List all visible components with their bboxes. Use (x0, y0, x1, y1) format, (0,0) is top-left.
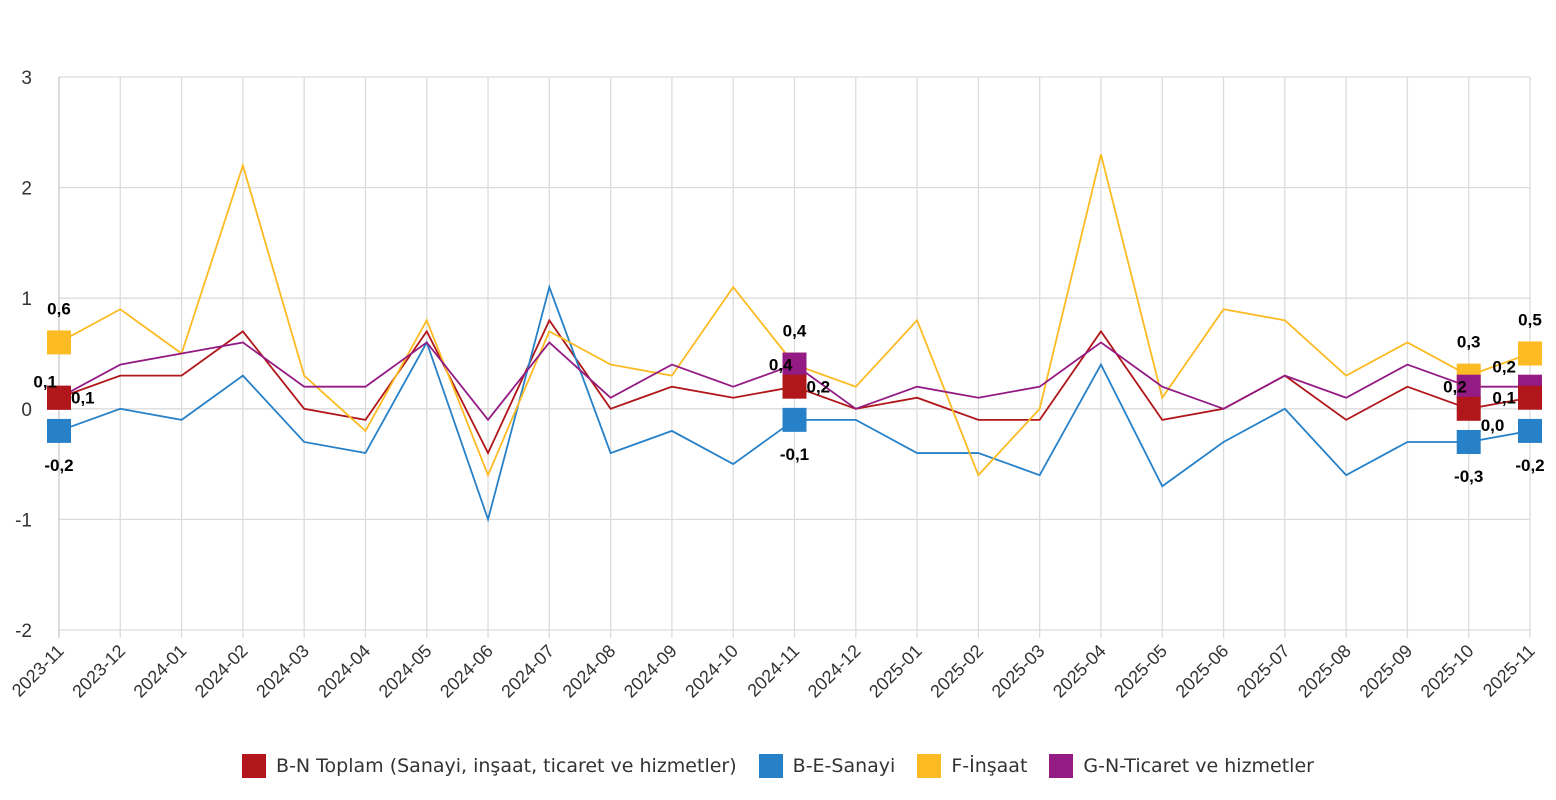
data-point-marker (1456, 429, 1481, 454)
y-tick-label: -2 (15, 621, 32, 642)
data-label: 0,4 (769, 356, 793, 375)
x-tick-label: 2024-03 (252, 641, 313, 702)
x-tick-label: 2025-10 (1417, 641, 1478, 702)
x-tick-label: 2025-01 (865, 641, 926, 702)
data-label: 0,6 (47, 299, 71, 318)
data-label: -0,2 (44, 456, 73, 475)
data-point-marker (782, 352, 807, 377)
x-tick-label: 2025-03 (988, 641, 1049, 702)
y-tick-label: 0 (21, 400, 32, 421)
x-tick-label: 2024-06 (436, 641, 497, 702)
y-tick-label: 3 (21, 68, 32, 89)
legend-swatch (1049, 754, 1074, 778)
x-tick-label: 2024-08 (559, 641, 620, 702)
legend-label: B-E-Sanayi (792, 755, 896, 777)
data-label: 0,3 (1457, 333, 1481, 352)
x-tick-label: 2025-07 (1233, 641, 1294, 702)
legend-item-be-sanayi[interactable]: B-E-Sanayi (758, 754, 896, 778)
legend-item-gn-ticaret[interactable]: G-N-Ticaret ve hizmetler (1049, 754, 1314, 778)
y-tick-label: -1 (15, 510, 32, 531)
x-tick-label: 2024-07 (497, 641, 558, 702)
x-tick-label: 2025-08 (1294, 641, 1355, 702)
legend-swatch (758, 754, 783, 778)
data-label: 0,5 (1518, 311, 1542, 330)
data-point-marker (782, 407, 807, 432)
legend-item-f-insaat[interactable]: F-İnşaat (917, 754, 1027, 778)
x-tick-label: 2025-11 (1479, 641, 1539, 701)
data-point-marker (782, 374, 807, 399)
legend-label: F-İnşaat (951, 755, 1028, 777)
legend-item-bn-toplam[interactable]: B-N Toplam (Sanayi, inşaat, ticaret ve h… (242, 754, 737, 778)
data-point-marker (1456, 374, 1481, 399)
data-point-marker (47, 418, 71, 443)
x-tick-label: 2023-12 (68, 641, 129, 702)
x-tick-label: 2024-12 (804, 641, 865, 702)
data-point-marker (1518, 418, 1542, 443)
data-label: 0,4 (783, 322, 807, 341)
data-point-marker (1518, 341, 1542, 366)
data-label: 0,2 (1492, 358, 1516, 377)
x-tick-label: 2024-09 (620, 641, 681, 702)
x-tick-label: 2025-06 (1172, 641, 1233, 702)
data-label: 0,1 (1492, 389, 1516, 408)
x-tick-label: 2023-11 (8, 641, 68, 701)
data-label: 0,1 (33, 373, 57, 392)
data-label: -0,1 (780, 445, 809, 464)
legend: B-N Toplam (Sanayi, inşaat, ticaret ve h… (0, 754, 1556, 778)
legend-label: G-N-Ticaret ve hizmetler (1083, 755, 1314, 777)
x-tick-label: 2024-11 (743, 641, 803, 701)
y-tick-label: 1 (21, 289, 32, 310)
data-label: -0,3 (1454, 467, 1483, 486)
x-tick-label: 2025-09 (1355, 641, 1416, 702)
x-tick-label: 2025-04 (1049, 641, 1110, 702)
data-label: 0,0 (1481, 416, 1505, 435)
data-label: 0,2 (1443, 378, 1467, 397)
x-tick-label: 2024-05 (375, 641, 436, 702)
legend-label: B-N Toplam (Sanayi, inşaat, ticaret ve h… (276, 755, 737, 777)
data-label: 0,2 (807, 378, 831, 397)
x-tick-label: 2025-02 (926, 641, 987, 702)
data-label: -0,2 (1515, 456, 1544, 475)
y-tick-label: 2 (21, 179, 32, 200)
x-tick-label: 2024-02 (191, 641, 252, 702)
data-label: 0,1 (71, 389, 95, 408)
x-tick-label: 2024-01 (130, 641, 191, 702)
x-tick-label: 2024-10 (681, 641, 742, 702)
data-point-marker (47, 330, 71, 355)
legend-swatch (242, 754, 267, 778)
x-tick-label: 2025-05 (1110, 641, 1171, 702)
data-point-marker (1456, 396, 1481, 421)
data-point-marker (1518, 385, 1542, 410)
legend-swatch (917, 754, 942, 778)
data-point-marker (47, 385, 71, 410)
x-tick-label: 2024-04 (313, 641, 374, 702)
